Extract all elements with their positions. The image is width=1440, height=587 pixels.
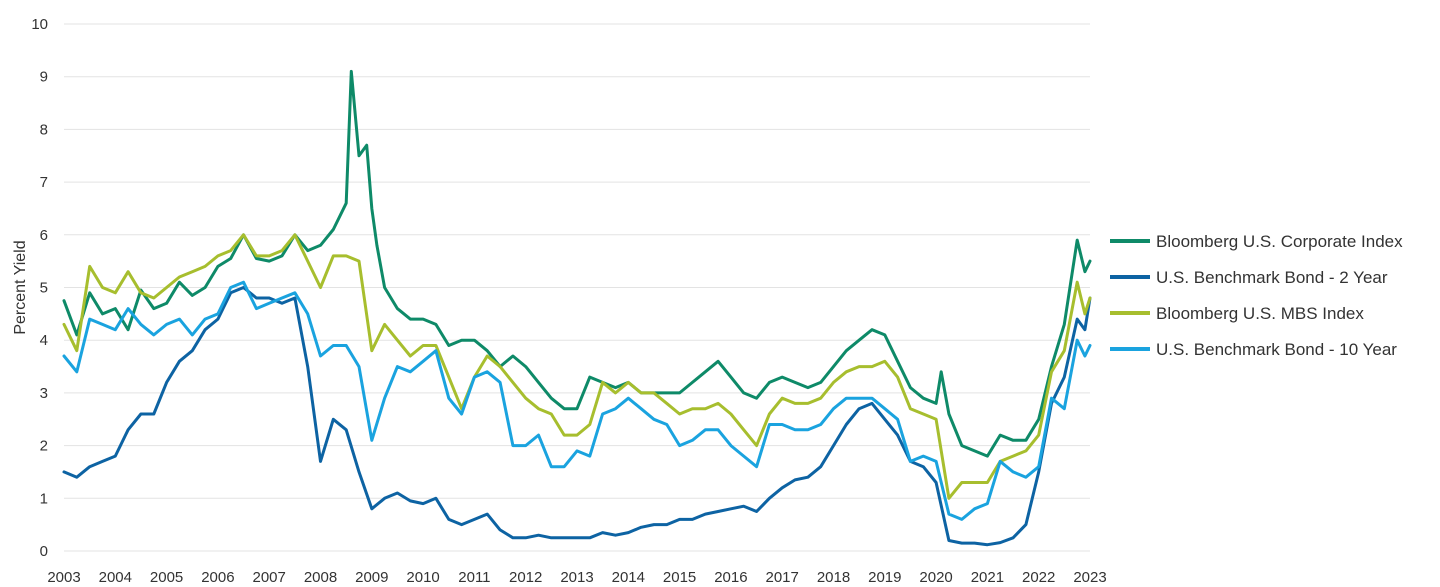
x-tick-label: 2021 <box>971 569 1004 586</box>
y-tick-label: 0 <box>40 543 48 560</box>
x-tick-label: 2013 <box>560 569 593 586</box>
series-line-3 <box>62 233 1092 500</box>
x-tick-label: 2023 <box>1073 569 1106 586</box>
series-lines <box>62 69 1092 547</box>
y-tick-label: 6 <box>40 227 48 244</box>
x-tick-label: 2015 <box>663 569 696 586</box>
legend-label-2: U.S. Benchmark Bond - 2 Year <box>1156 268 1388 287</box>
x-tick-label: 2004 <box>99 569 132 586</box>
legend-label-3: Bloomberg U.S. MBS Index <box>1156 304 1364 323</box>
y-tick-label: 1 <box>40 490 48 507</box>
x-tick-label: 2005 <box>150 569 183 586</box>
y-tick-label: 3 <box>40 385 48 402</box>
x-axis-ticks: 2003 2004 2005 2006 2007 2008 2009 2010 2011 2012… <box>47 569 1106 586</box>
x-tick-label: 2016 <box>714 569 747 586</box>
y-axis-ticks: 0 1 2 3 4 5 6 7 8 9 10 <box>31 16 48 560</box>
x-tick-label: 2022 <box>1022 569 1055 586</box>
y-axis-title: Percent Yield <box>12 240 29 334</box>
series-line-2 <box>62 286 1092 547</box>
y-tick-label: 7 <box>40 174 48 191</box>
y-tick-label: 4 <box>40 332 48 349</box>
gridlines <box>64 23 1090 552</box>
x-tick-label: 2010 <box>406 569 439 586</box>
legend-label-4: U.S. Benchmark Bond - 10 Year <box>1156 340 1397 359</box>
legend-label-1: Bloomberg U.S. Corporate Index <box>1156 232 1403 251</box>
y-tick-label: 8 <box>40 121 48 138</box>
x-tick-label: 2017 <box>766 569 799 586</box>
x-tick-label: 2003 <box>47 569 80 586</box>
x-tick-label: 2019 <box>868 569 901 586</box>
x-tick-label: 2020 <box>919 569 952 586</box>
x-tick-label: 2014 <box>612 569 645 586</box>
x-tick-label: 2007 <box>253 569 286 586</box>
y-tick-label: 2 <box>40 438 48 455</box>
x-tick-label: 2011 <box>458 569 490 586</box>
y-tick-label: 9 <box>40 69 48 86</box>
series-line-4 <box>62 280 1092 521</box>
x-tick-label: 2009 <box>355 569 388 586</box>
x-tick-label: 2012 <box>509 569 542 586</box>
y-tick-label: 5 <box>40 280 48 297</box>
x-tick-label: 2008 <box>304 569 337 586</box>
x-tick-label: 2006 <box>201 569 234 586</box>
y-tick-label: 10 <box>31 16 48 33</box>
legend: Bloomberg U.S. Corporate Index U.S. Bench… <box>1110 232 1403 359</box>
x-tick-label: 2018 <box>817 569 850 586</box>
